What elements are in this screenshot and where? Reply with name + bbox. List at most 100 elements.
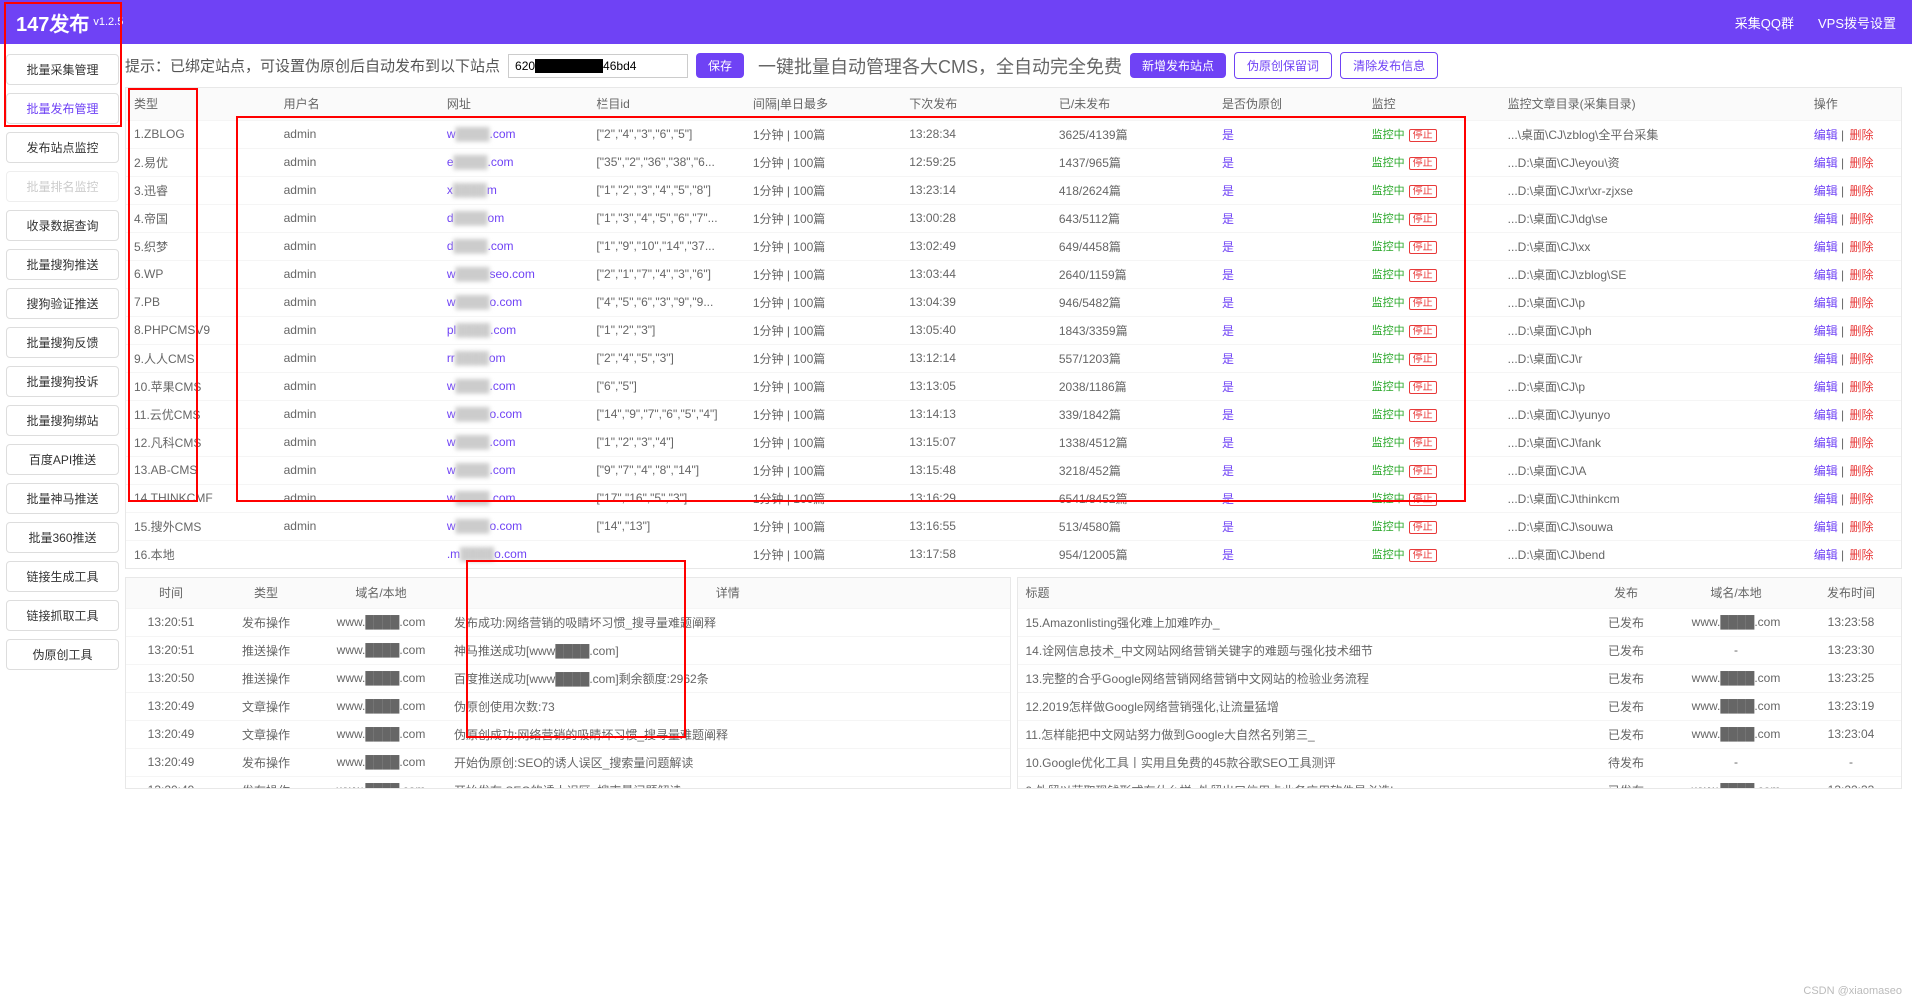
stop-button[interactable]: 停止 — [1409, 325, 1437, 338]
edit-link[interactable]: 编辑 — [1814, 324, 1838, 338]
stop-button[interactable]: 停止 — [1409, 521, 1437, 534]
cell-act: 编辑 | 删除 — [1806, 344, 1901, 372]
cell-col: ["17","16","5","3"] — [588, 484, 744, 512]
sidebar-item-4[interactable]: 收录数据查询 — [6, 210, 119, 241]
edit-link[interactable]: 编辑 — [1814, 128, 1838, 142]
cell-next: 13:14:13 — [901, 400, 1051, 428]
stop-button[interactable]: 停止 — [1409, 493, 1437, 506]
delete-link[interactable]: 删除 — [1850, 436, 1874, 450]
cell-type: 3.迅睿 — [126, 176, 276, 204]
sidebar-item-6[interactable]: 搜狗验证推送 — [6, 288, 119, 319]
sidebar-item-15[interactable]: 伪原创工具 — [6, 639, 119, 670]
edit-link[interactable]: 编辑 — [1814, 380, 1838, 394]
cell-pseudo: 是 — [1214, 148, 1364, 176]
th-act: 操作 — [1806, 88, 1901, 120]
delete-link[interactable]: 删除 — [1850, 184, 1874, 198]
add-site-button[interactable]: 新增发布站点 — [1130, 53, 1226, 78]
stop-button[interactable]: 停止 — [1409, 241, 1437, 254]
header-link-qq[interactable]: 采集QQ群 — [1735, 13, 1794, 32]
cell-pub: 513/4580篇 — [1051, 512, 1214, 540]
edit-link[interactable]: 编辑 — [1814, 156, 1838, 170]
stop-button[interactable]: 停止 — [1409, 381, 1437, 394]
header-link-vps[interactable]: VPS拨号设置 — [1818, 13, 1896, 32]
cell-act: 编辑 | 删除 — [1806, 512, 1901, 540]
cell-int: 1分钟 | 100篇 — [745, 512, 901, 540]
cell-pub: 3218/452篇 — [1051, 456, 1214, 484]
cell-act: 编辑 | 删除 — [1806, 260, 1901, 288]
cell-user: admin — [276, 512, 439, 540]
stop-button[interactable]: 停止 — [1409, 297, 1437, 310]
sidebar-item-11[interactable]: 批量神马推送 — [6, 483, 119, 514]
stop-button[interactable]: 停止 — [1409, 409, 1437, 422]
stop-button[interactable]: 停止 — [1409, 157, 1437, 170]
cell-pub: 6541/8452篇 — [1051, 484, 1214, 512]
cell-act: 编辑 | 删除 — [1806, 484, 1901, 512]
log-row: 9.外贸以获取现钱形式有什么样_外贸出口信用卡业务应用软件是必选!已发布www.… — [1018, 776, 1902, 788]
sidebar-item-0[interactable]: 批量采集管理 — [6, 54, 119, 85]
stop-button[interactable]: 停止 — [1409, 213, 1437, 226]
sidebar-item-14[interactable]: 链接抓取工具 — [6, 600, 119, 631]
sidebar-item-13[interactable]: 链接生成工具 — [6, 561, 119, 592]
sidebar-item-10[interactable]: 百度API推送 — [6, 444, 119, 475]
cell-col: ["2","4","3","6","5"] — [588, 120, 744, 148]
stop-button[interactable]: 停止 — [1409, 353, 1437, 366]
cell-col: ["1","2","3","4"] — [588, 428, 744, 456]
cell-pseudo: 是 — [1214, 400, 1364, 428]
cell-dir: ...D:\桌面\CJ\p — [1500, 288, 1806, 316]
stop-button[interactable]: 停止 — [1409, 437, 1437, 450]
edit-link[interactable]: 编辑 — [1814, 548, 1838, 562]
cell-pseudo: 是 — [1214, 456, 1364, 484]
sidebar-item-12[interactable]: 批量360推送 — [6, 522, 119, 553]
delete-link[interactable]: 删除 — [1850, 492, 1874, 506]
log-row: 11.怎样能把中文网站努力做到Google大自然名列第三_已发布www.████… — [1018, 720, 1902, 748]
stop-button[interactable]: 停止 — [1409, 129, 1437, 142]
delete-link[interactable]: 删除 — [1850, 464, 1874, 478]
cell-url: rr████om — [439, 344, 589, 372]
save-button[interactable]: 保存 — [696, 53, 744, 78]
stop-button[interactable]: 停止 — [1409, 465, 1437, 478]
delete-link[interactable]: 删除 — [1850, 324, 1874, 338]
sidebar-item-5[interactable]: 批量搜狗推送 — [6, 249, 119, 280]
stop-button[interactable]: 停止 — [1409, 185, 1437, 198]
sidebar-item-8[interactable]: 批量搜狗投诉 — [6, 366, 119, 397]
edit-link[interactable]: 编辑 — [1814, 212, 1838, 226]
delete-link[interactable]: 删除 — [1850, 268, 1874, 282]
token-input[interactable] — [508, 54, 688, 78]
delete-link[interactable]: 删除 — [1850, 128, 1874, 142]
stop-button[interactable]: 停止 — [1409, 269, 1437, 282]
stop-button[interactable]: 停止 — [1409, 549, 1437, 562]
cell-next: 13:15:07 — [901, 428, 1051, 456]
edit-link[interactable]: 编辑 — [1814, 520, 1838, 534]
keep-words-button[interactable]: 伪原创保留词 — [1234, 52, 1332, 79]
table-row: 10.苹果CMSadminw████.com["6","5"]1分钟 | 100… — [126, 372, 1901, 400]
cell-act: 编辑 | 删除 — [1806, 372, 1901, 400]
cell-dir: ...D:\桌面\CJ\xr\xr-zjxse — [1500, 176, 1806, 204]
edit-link[interactable]: 编辑 — [1814, 240, 1838, 254]
sidebar-item-9[interactable]: 批量搜狗绑站 — [6, 405, 119, 436]
cell-pub: 1437/965篇 — [1051, 148, 1214, 176]
delete-link[interactable]: 删除 — [1850, 240, 1874, 254]
cell-dir: ...D:\桌面\CJ\ph — [1500, 316, 1806, 344]
sidebar-item-3: 批量排名监控 — [6, 171, 119, 202]
edit-link[interactable]: 编辑 — [1814, 436, 1838, 450]
edit-link[interactable]: 编辑 — [1814, 464, 1838, 478]
sidebar-item-1[interactable]: 批量发布管理 — [6, 93, 119, 124]
sidebar-item-7[interactable]: 批量搜狗反馈 — [6, 327, 119, 358]
edit-link[interactable]: 编辑 — [1814, 184, 1838, 198]
edit-link[interactable]: 编辑 — [1814, 408, 1838, 422]
delete-link[interactable]: 删除 — [1850, 408, 1874, 422]
cell-type: 6.WP — [126, 260, 276, 288]
delete-link[interactable]: 删除 — [1850, 156, 1874, 170]
delete-link[interactable]: 删除 — [1850, 352, 1874, 366]
delete-link[interactable]: 删除 — [1850, 548, 1874, 562]
edit-link[interactable]: 编辑 — [1814, 268, 1838, 282]
edit-link[interactable]: 编辑 — [1814, 492, 1838, 506]
edit-link[interactable]: 编辑 — [1814, 296, 1838, 310]
delete-link[interactable]: 删除 — [1850, 380, 1874, 394]
delete-link[interactable]: 删除 — [1850, 212, 1874, 226]
delete-link[interactable]: 删除 — [1850, 296, 1874, 310]
clear-publish-button[interactable]: 清除发布信息 — [1340, 52, 1438, 79]
delete-link[interactable]: 删除 — [1850, 520, 1874, 534]
sidebar-item-2[interactable]: 发布站点监控 — [6, 132, 119, 163]
edit-link[interactable]: 编辑 — [1814, 352, 1838, 366]
